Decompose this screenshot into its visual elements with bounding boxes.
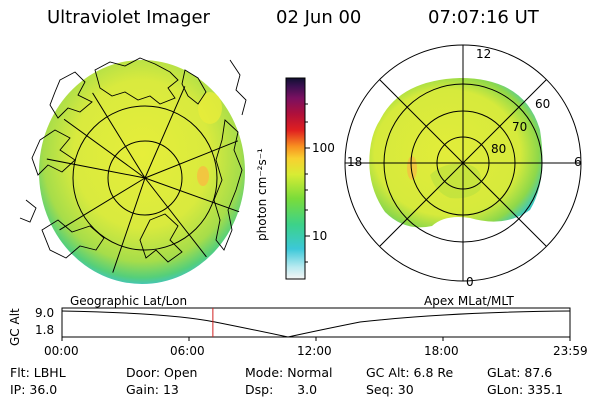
status-mode: Mode: Normal	[245, 365, 333, 380]
status-dsp: Dsp: 3.0	[245, 382, 318, 397]
status-seq: Seq: 30	[366, 382, 414, 397]
geo-emission-bright-patch	[198, 92, 222, 124]
timeline-tick-0000: 00:00	[44, 344, 79, 358]
timeline-tick-2359: 23:59	[553, 344, 588, 358]
polar-emission-hotspot	[407, 156, 417, 180]
timeline-tick-1200: 12:00	[297, 344, 332, 358]
polar-grid	[344, 44, 582, 282]
altitude-curve	[61, 310, 571, 338]
status-ip: IP: 36.0	[10, 382, 58, 397]
timeline-tick-1800: 18:00	[424, 344, 459, 358]
status-glon: GLon: 335.1	[487, 382, 563, 397]
observation-date: 02 Jun 00	[276, 7, 362, 28]
timeline-tick-0600: 06:00	[170, 344, 205, 358]
timeline-right-title: Apex MLat/MLT	[424, 294, 514, 308]
timeline-y-tick-high: 9.0	[35, 306, 55, 320]
status-glat: GLat: 87.6	[487, 365, 553, 380]
observation-time: 07:07:16 UT	[428, 7, 539, 28]
polar-lat-80: 80	[491, 142, 507, 156]
polar-label-midnight: 0	[466, 275, 474, 289]
timeline-left-title: Geographic Lat/Lon	[70, 294, 188, 308]
polar-label-dusk: 18	[347, 155, 363, 169]
polar-lat-60: 60	[535, 97, 551, 111]
geo-coastlines	[19, 57, 247, 263]
status-filter: Flt: LBHL	[10, 365, 66, 380]
timeline-y-tick-low: 1.8	[35, 323, 55, 337]
color-bar-tick-100: 100	[312, 141, 335, 155]
polar-label-dawn: 6	[574, 155, 582, 169]
status-gc-alt: GC Alt: 6.8 Re	[366, 365, 454, 380]
status-gain: Gain: 13	[126, 382, 179, 397]
polar-emission-region	[369, 78, 543, 228]
polar-lat-70: 70	[512, 120, 528, 134]
status-door: Door: Open	[126, 365, 198, 380]
geo-lat-lon-grid	[45, 78, 245, 278]
timeline-ticks	[61, 337, 571, 341]
color-bar-ticks	[305, 103, 310, 263]
geo-emission-disk	[39, 60, 245, 284]
geo-emission-hotspot	[197, 166, 209, 186]
instrument-title: Ultraviolet Imager	[47, 7, 210, 28]
color-bar-tick-10: 10	[312, 229, 328, 243]
polar-label-noon: 12	[476, 47, 492, 61]
